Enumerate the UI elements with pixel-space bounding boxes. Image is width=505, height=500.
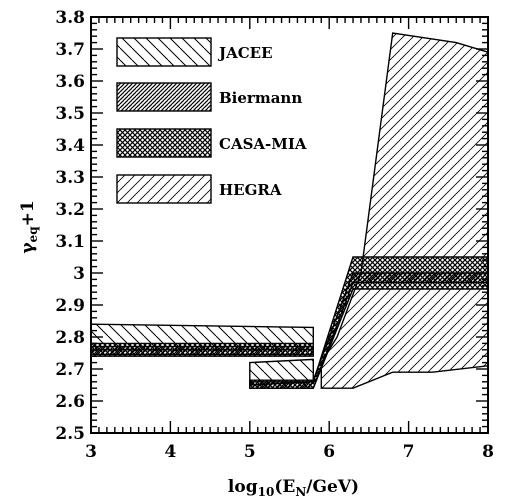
x-tick-label: 5 [244,442,256,462]
x-tick-label: 7 [403,442,415,462]
legend-label-jacee: JACEE [217,44,273,62]
legend-label-hegra: HEGRA [219,181,282,199]
y-tick-label: 3.5 [55,104,85,124]
y-tick-label: 3.7 [55,40,85,60]
y-tick-label: 3.3 [55,168,85,188]
tick-labels: 3 4 5 6 7 8 2.5 2.6 2.7 2.8 2.9 3 3.1 3.2 3.3 3.4 3.5 3.6… [55,8,494,462]
y-tick-label: 3.4 [55,136,85,156]
legend-label-casa-mia: CASA-MIA [219,135,307,153]
legend-swatch-biermann [116,82,212,112]
plot-frame [90,16,489,434]
y-tick-label: 3 [73,264,85,284]
area-casa-mia-1 [90,342,314,357]
x-axis-title: log10(EN/GeV) [228,477,359,499]
y-axis-title: γeq+1 [18,200,40,253]
legend: JACEE Biermann CASA-MIA HEGRA [116,37,307,204]
y-tick-label: 3.2 [55,200,85,220]
legend-swatch-hegra [116,174,212,204]
y-tick-label: 2.9 [55,296,85,316]
x-tick-label: 4 [164,442,176,462]
y-tick-label: 2.6 [55,392,85,412]
legend-label-biermann: Biermann [219,89,302,107]
legend-swatch-casa-mia [116,128,212,158]
y-tick-label: 2.5 [55,424,85,444]
x-tick-label: 8 [482,442,494,462]
y-tick-label: 3.8 [55,8,85,28]
y-tick-label: 3.1 [55,232,85,252]
y-tick-label: 2.8 [55,328,85,348]
x-tick-label: 3 [85,442,97,462]
legend-swatch-jacee [116,37,212,67]
y-tick-label: 2.7 [55,360,85,380]
area-hegra-1 [320,32,489,389]
y-tick-label: 3.6 [55,72,85,92]
x-tick-label: 6 [323,442,335,462]
